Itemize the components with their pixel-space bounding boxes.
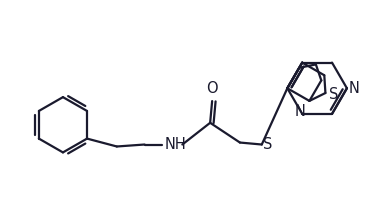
Text: N: N: [349, 81, 360, 96]
Text: N: N: [295, 104, 306, 119]
Text: S: S: [329, 88, 339, 103]
Text: O: O: [206, 81, 218, 96]
Text: S: S: [263, 137, 273, 152]
Text: NH: NH: [165, 137, 186, 152]
